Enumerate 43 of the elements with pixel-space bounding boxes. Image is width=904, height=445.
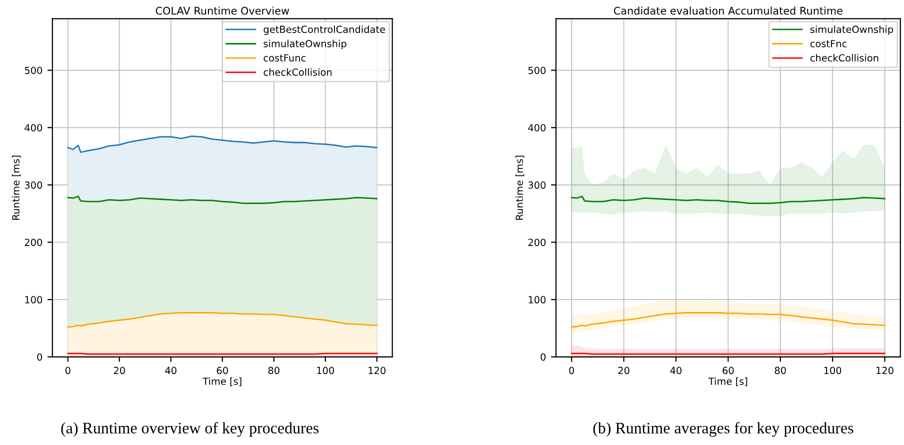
legend-label: getBestControlCandidate [264,25,386,35]
x-tick-label: 100 [317,366,334,374]
x-tick-label: 40 [670,366,682,374]
legend-label: costFnc [810,40,847,48]
y-tick-label: 300 [24,181,42,189]
text: (a) Runtime overview of key procedures [61,422,319,437]
y-tick-label: 300 [528,181,546,189]
y-tick-label: 0 [37,353,42,361]
y-axis-title: Runtime [ms] [12,156,21,220]
y-tick-label: 100 [528,296,546,304]
chart-title: COLAV Runtime Overview [156,6,290,15]
legend-label: checkCollision [264,68,332,76]
x-tick-label: 80 [774,366,786,374]
y-tick-label: 200 [528,238,546,246]
x-tick-label: 60 [722,366,734,374]
x-tick-label: 20 [618,366,630,374]
y-tick-label: 500 [528,66,546,74]
y-tick-label: 400 [24,124,42,132]
x-tick-label: 120 [876,366,894,374]
legend-label: simulateOwnship [810,25,894,35]
legend-label: simulateOwnship [264,40,346,50]
y-tick-label: 200 [24,238,42,246]
legend-label: costFunc [264,54,306,62]
x-tick-label: 0 [569,366,574,374]
y-tick-label: 100 [25,296,42,304]
x-tick-label: 100 [824,366,842,374]
y-tick-label: 500 [24,66,42,74]
chart-title: Candidate evaluation Accumulated Runtime [614,6,842,15]
line-series [570,196,886,204]
line-series [570,312,886,328]
y-tick-label: 0 [540,353,546,361]
x-tick-label: 20 [114,366,125,374]
x-tick-label: 0 [65,366,70,374]
text: (b) Runtime averages for key procedures [593,422,854,437]
x-axis-title: Time [s] [708,377,748,386]
x-tick-label: 40 [165,366,176,374]
y-tick-label: 400 [528,124,546,132]
y-axis-title: Runtime [ms] [515,156,524,220]
x-tick-label: 80 [268,366,280,374]
legend-label: checkCollision [810,54,878,62]
x-tick-label: 120 [368,366,386,374]
x-tick-label: 60 [216,366,228,374]
x-axis-title: Time [s] [202,377,242,386]
